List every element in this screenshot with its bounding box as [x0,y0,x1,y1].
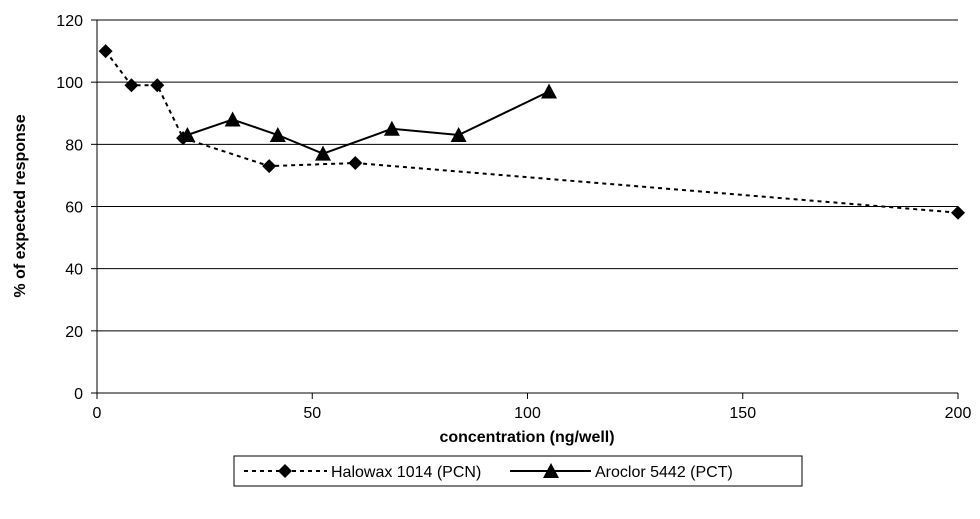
y-tick-label: 120 [56,13,83,30]
y-tick-label: 20 [65,324,83,341]
y-tick-label: 80 [65,137,83,154]
legend: Halowax 1014 (PCN) Aroclor 5442 (PCT) [233,455,803,487]
data-point-series-2 [224,111,241,127]
series-markers [98,44,965,220]
data-point-series-1 [150,78,165,93]
x-tick-label: 0 [93,405,102,422]
data-point-series-1 [98,44,113,59]
data-point-series-2 [541,83,558,99]
data-point-series-1 [124,78,139,93]
legend-label-halowax: Halowax 1014 (PCN) [331,464,481,481]
y-tick-label: 40 [65,262,83,279]
x-axis-ticks: 0 50 100 150 200 [93,393,972,422]
data-point-series-1 [262,159,277,174]
gridlines [97,19,958,332]
data-point-series-2 [383,120,400,136]
data-point-series-1 [951,205,965,220]
x-tick-label: 200 [945,405,972,422]
x-tick-label: 150 [729,405,756,422]
y-tick-label: 0 [74,386,83,403]
data-point-series-2 [315,145,332,161]
y-tick-label: 60 [65,200,83,217]
legend-marker-aroclor [543,463,559,478]
data-point-series-2 [450,127,467,143]
series-lines [104,50,959,214]
data-point-series-2 [179,127,196,143]
y-axis-ticks: 0 20 40 60 80 100 120 [56,13,97,403]
x-axis-title: concentration (ng/well) [439,429,614,446]
data-point-series-1 [348,155,363,170]
legend-marker-halowax [278,464,292,478]
legend-box [233,455,803,487]
legend-label-aroclor: Aroclor 5442 (PCT) [595,464,733,481]
series-line-1 [104,50,959,214]
x-tick-label: 100 [514,405,541,422]
y-tick-label: 100 [56,75,83,92]
y-axis-title: % of expected response [12,114,29,297]
data-point-series-2 [269,127,286,143]
x-tick-label: 50 [303,405,321,422]
